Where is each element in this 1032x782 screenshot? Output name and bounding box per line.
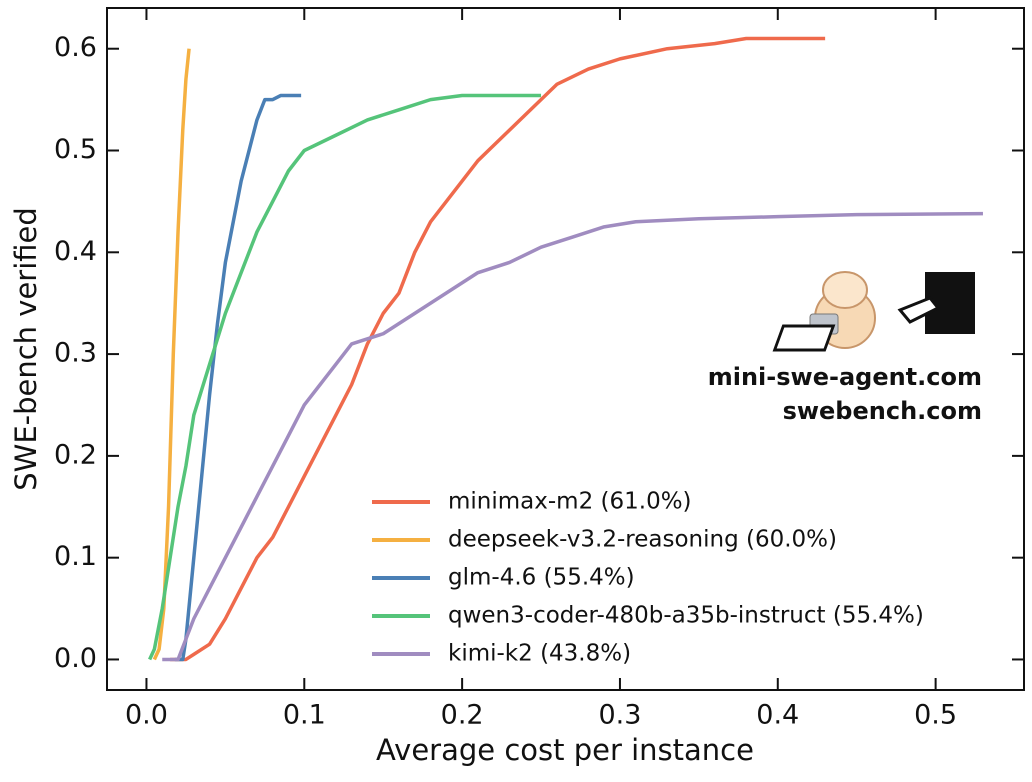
y-tick-label: 0.1 (54, 541, 97, 572)
legend-label: qwen3-coder-480b-a35b-instruct (55.4%) (448, 603, 924, 629)
terminal-icon (772, 272, 975, 352)
legend-label: minimax-m2 (61.0%) (448, 489, 692, 515)
x-tick-label: 0.1 (283, 700, 326, 731)
legend-label: kimi-k2 (43.8%) (448, 641, 631, 667)
y-tick-label: 0.3 (54, 338, 97, 369)
plot-frame (106, 7, 1025, 691)
x-tick-label: 0.2 (441, 700, 484, 731)
y-tick-label: 0.6 (54, 32, 97, 63)
annotation: mini-swe-agent.com (708, 363, 982, 391)
series-line (170, 36, 826, 662)
y-axis-label: SWE-bench verified (9, 207, 43, 491)
series-line (174, 93, 302, 662)
legend-label: glm-4.6 (55.4%) (448, 565, 635, 591)
y-tick-label: 0.0 (54, 643, 97, 674)
series-line (152, 48, 191, 661)
x-tick-label: 0.0 (125, 700, 168, 731)
annotation: swebench.com (783, 397, 982, 425)
y-tick-label: 0.2 (54, 439, 97, 470)
y-tick-label: 0.4 (54, 236, 97, 267)
series-line (148, 93, 542, 661)
x-tick-label: 0.3 (598, 700, 641, 731)
x-axis-label: Average cost per instance (376, 733, 754, 767)
y-tick-label: 0.5 (54, 134, 97, 165)
x-tick-label: 0.4 (756, 700, 799, 731)
x-tick-label: 0.5 (914, 700, 957, 731)
legend-label: deepseek-v3.2-reasoning (60.0%) (448, 527, 837, 553)
series-line (162, 211, 983, 662)
